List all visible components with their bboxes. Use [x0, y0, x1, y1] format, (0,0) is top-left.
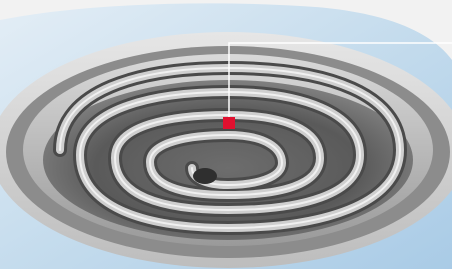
marker [223, 117, 235, 129]
spiral-center [193, 168, 217, 184]
photo [0, 0, 452, 269]
